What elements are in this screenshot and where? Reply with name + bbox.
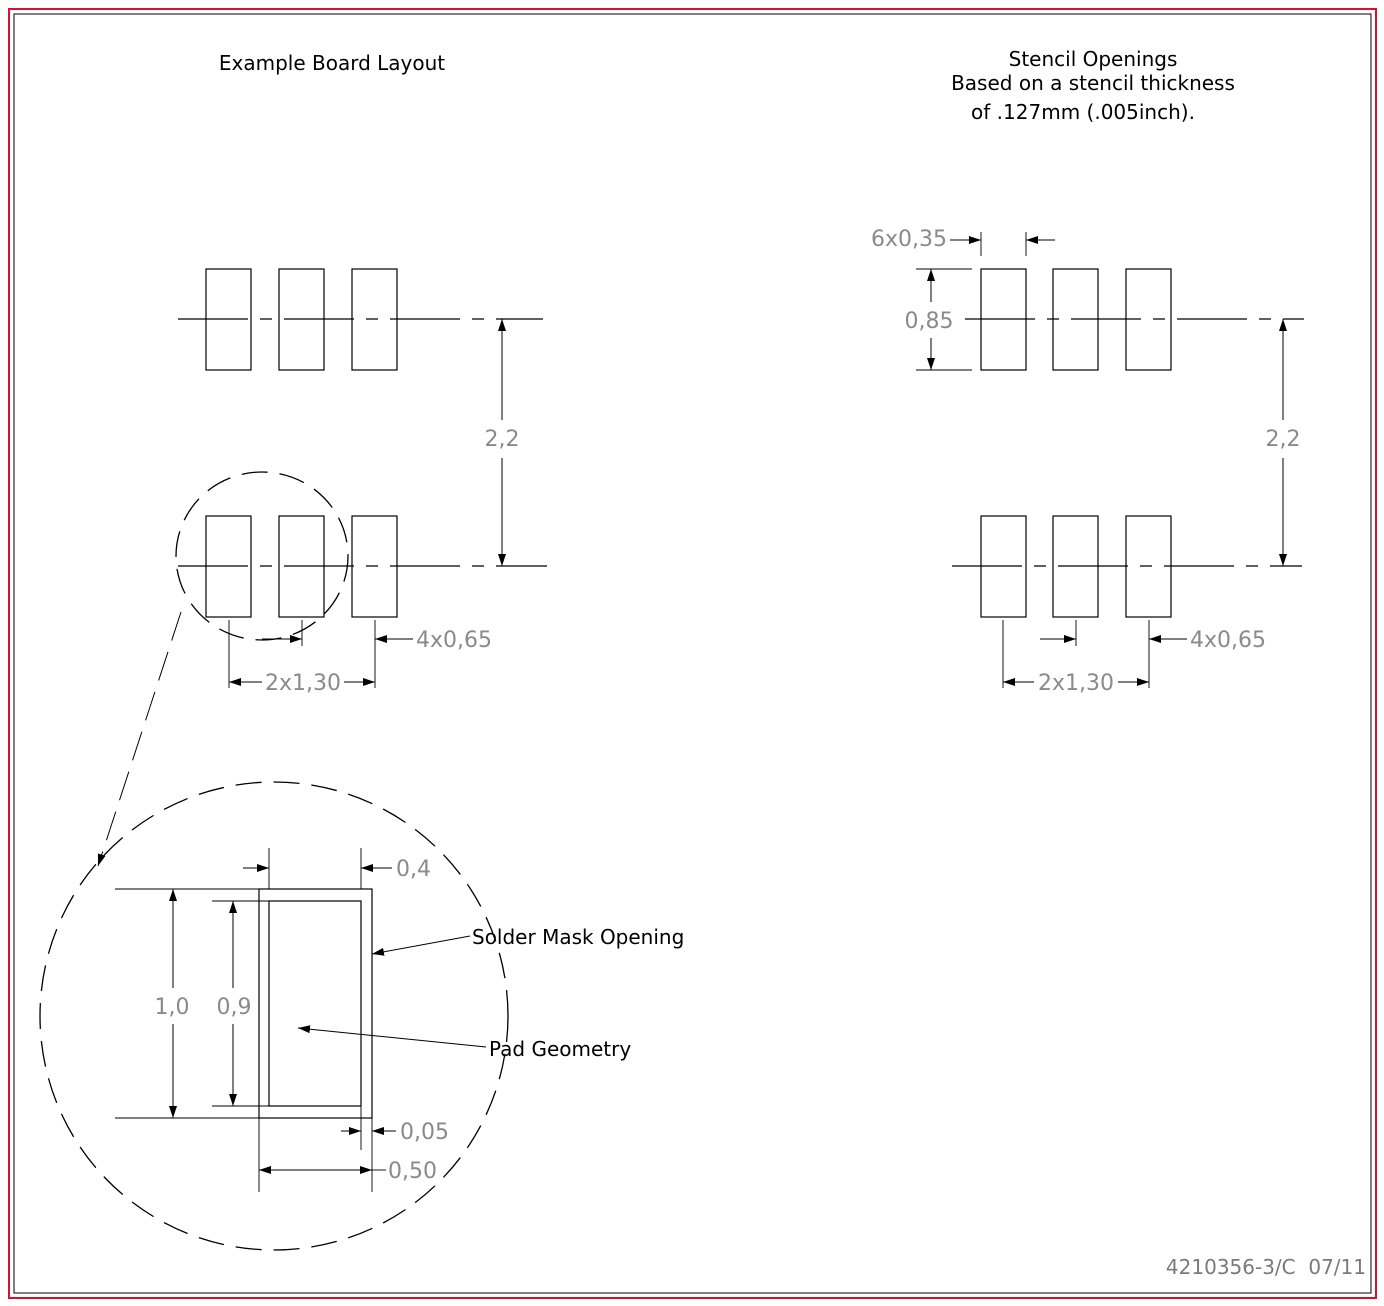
board-pitch-label: 4x0,65 (416, 628, 492, 653)
stencil-subtitle: Based on a stencil thickness (951, 71, 1235, 95)
detail-circle (39, 781, 509, 1251)
drawing-number: 4210356-3/C 07/11 (1166, 1255, 1366, 1279)
pad-geometry-label: Pad Geometry (489, 1037, 631, 1061)
solder-mask-label: Solder Mask Opening (472, 925, 684, 949)
detail-mask-width-label: 0,50 (388, 1159, 437, 1184)
solder-mask-leader (371, 935, 471, 956)
pad-geometry-leader (297, 1025, 487, 1048)
detail-width-label: 0,4 (396, 857, 431, 882)
stencil-height-label: 0,85 (905, 309, 954, 334)
stencil-pitch-label: 4x0,65 (1190, 628, 1266, 653)
board-detail-circle (175, 471, 349, 641)
inner-border (13, 13, 1372, 1294)
board-pads (205, 268, 398, 618)
stencil-width-label: 6x0,35 (871, 227, 947, 252)
outer-border (8, 8, 1377, 1299)
detail-height-outer-label: 1,0 (155, 995, 190, 1020)
stencil-thickness: of .127mm (.005inch). (971, 100, 1195, 124)
solder-mask-opening (258, 888, 373, 1119)
stencil-span-label: 2x1,30 (1038, 671, 1114, 696)
pad-geometry (268, 900, 362, 1107)
detail-height-inner-label: 0,9 (217, 995, 252, 1020)
detail-leader (97, 611, 182, 867)
board-layout-title: Example Board Layout (219, 51, 445, 75)
detail-clearance-label: 0,05 (400, 1120, 449, 1145)
board-span-label: 2x1,30 (265, 671, 341, 696)
stencil-title: Stencil Openings (1009, 47, 1178, 71)
board-row-spacing-label: 2,2 (485, 427, 520, 452)
stencil-row-spacing-label: 2,2 (1266, 427, 1301, 452)
stencil-openings (980, 268, 1172, 618)
